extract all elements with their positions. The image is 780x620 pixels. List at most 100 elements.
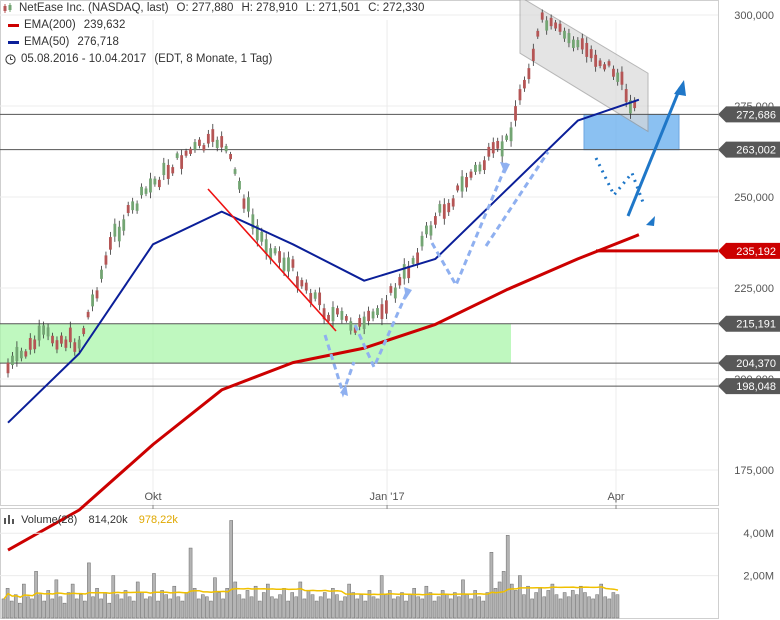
price-tag-label: 215,191 <box>736 319 776 331</box>
volume-bar <box>237 594 242 619</box>
candle-body <box>331 307 335 322</box>
candle-body <box>385 300 388 314</box>
candle-body <box>220 136 224 148</box>
candle-body <box>291 259 295 268</box>
volume-bar <box>278 594 282 619</box>
volume-bar <box>505 535 510 619</box>
volume-bar <box>83 600 87 619</box>
candle-body <box>149 178 152 193</box>
candle-body <box>576 40 580 48</box>
volume-bar <box>335 594 339 619</box>
candle-body <box>117 226 121 242</box>
volume-bar <box>70 583 75 619</box>
ema50-value: 276,718 <box>77 36 119 48</box>
candle-body <box>496 140 500 149</box>
volume-bar <box>107 602 112 619</box>
volume-bar <box>579 585 583 619</box>
candle-body <box>247 197 250 212</box>
volume-bar <box>485 592 490 619</box>
volume-bar <box>534 592 538 619</box>
candle-body <box>309 293 313 304</box>
candle-body <box>233 169 237 174</box>
candle-body <box>531 48 535 61</box>
candle-body <box>313 292 317 299</box>
dashed-projection <box>353 289 410 371</box>
candle-body <box>362 316 366 330</box>
volume-bar <box>518 575 522 619</box>
volume-bar <box>172 585 177 619</box>
candle-body <box>536 30 540 37</box>
candle-body <box>202 145 206 151</box>
volume-bar <box>62 602 67 619</box>
volume-bar <box>188 547 193 619</box>
volume-bar <box>562 592 567 619</box>
title-row: NetEase Inc. (NASDAQ, last) O: 277,880 H… <box>0 0 520 17</box>
arrow-head <box>500 162 510 174</box>
volume-bar <box>375 598 380 619</box>
volume-bar <box>30 598 34 619</box>
candle-body <box>24 351 28 357</box>
candle-body <box>558 23 562 32</box>
volume-bar <box>50 598 55 619</box>
volume-bar <box>119 598 124 619</box>
volume-bar <box>469 598 473 619</box>
gridlines <box>0 14 718 505</box>
volume-bar <box>192 588 197 619</box>
down-channel <box>519 0 649 133</box>
volume-bar <box>542 596 547 619</box>
volume-bar <box>111 575 116 619</box>
volume-bar <box>383 594 388 619</box>
candle-body <box>327 314 330 322</box>
volume-bar <box>457 596 461 619</box>
candle-body <box>51 335 54 344</box>
instrument-title: NetEase Inc. (NASDAQ, last) <box>19 2 169 14</box>
price-tag-bg <box>718 141 780 158</box>
volume-bar <box>538 588 542 619</box>
candle-body <box>273 248 277 254</box>
volume-bar <box>217 592 221 619</box>
volume-bar <box>139 592 144 619</box>
candle-body <box>95 290 99 299</box>
volume-bar <box>95 588 99 619</box>
candle-body <box>282 257 286 271</box>
volume-bar <box>131 600 136 619</box>
dashed-projection <box>430 162 509 289</box>
volume-bar <box>603 596 608 619</box>
volume-bar <box>388 590 392 619</box>
volume-bar <box>99 598 103 619</box>
downtrend-line <box>207 188 337 332</box>
volume-bar <box>396 596 400 619</box>
volume-bar <box>18 602 22 619</box>
volume-bar <box>611 592 616 619</box>
candle-body <box>402 264 406 279</box>
volume-bar <box>13 594 18 619</box>
volume-bar <box>318 596 323 619</box>
volume-bar <box>404 600 408 619</box>
candle-body <box>300 280 304 287</box>
volume-header: Volume(28) 814,20k 978,22k <box>4 514 178 526</box>
volume-icon <box>4 514 14 524</box>
candle-body <box>113 223 117 237</box>
candle-body <box>64 339 68 348</box>
volume-bar <box>428 592 433 619</box>
candle-body <box>6 362 10 374</box>
candle-body <box>389 286 393 293</box>
volume-bar <box>416 596 421 619</box>
candle-body <box>456 185 460 191</box>
volume-bar <box>270 596 274 619</box>
ema50-label: EMA(50) <box>24 36 70 48</box>
candle-body <box>393 287 397 299</box>
candle-body <box>153 178 157 185</box>
volume-bar <box>298 581 303 619</box>
candle-body <box>37 325 41 341</box>
volume-bar <box>554 594 559 619</box>
candle-body <box>175 153 179 158</box>
candle-body <box>46 327 50 337</box>
volume-bar <box>156 600 160 619</box>
volume-bar <box>583 592 587 619</box>
candle-body <box>420 235 424 247</box>
candle-body <box>585 42 589 57</box>
volume-bar <box>168 598 173 619</box>
ema200-swatch <box>8 24 19 27</box>
volume-bar <box>424 585 429 619</box>
